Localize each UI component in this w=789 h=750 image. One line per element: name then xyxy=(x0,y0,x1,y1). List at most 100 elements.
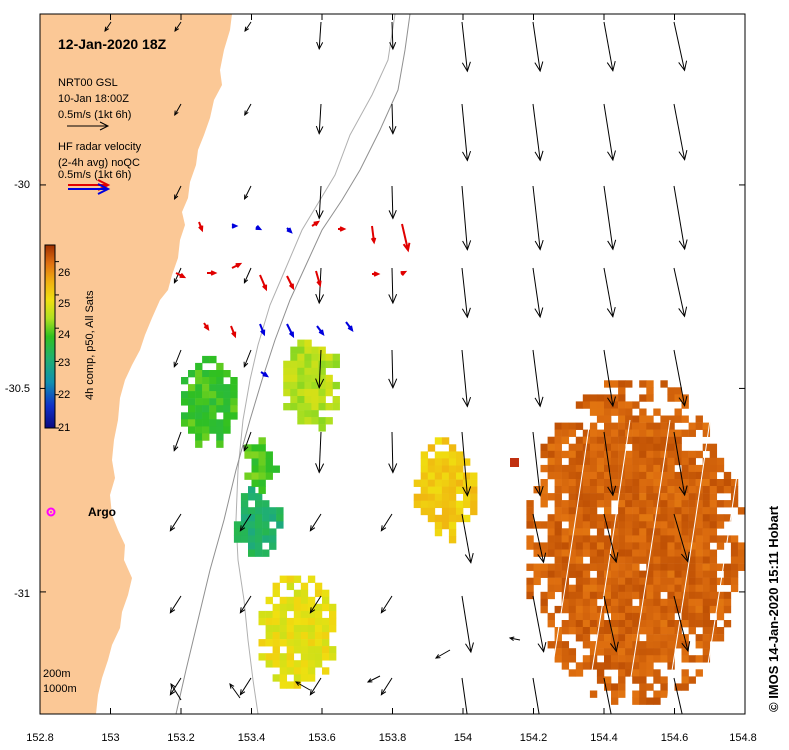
sst-cell xyxy=(269,535,277,543)
sst-cell xyxy=(311,381,319,390)
sst-cell xyxy=(202,412,210,420)
sst-cell xyxy=(688,563,696,571)
sst-cell xyxy=(618,486,626,494)
sst-cell xyxy=(646,493,654,501)
sst-cell xyxy=(604,641,612,649)
sst-cell xyxy=(311,396,319,404)
model-arrow xyxy=(603,185,617,251)
sst-cell xyxy=(223,384,231,392)
sst-cell xyxy=(272,674,280,682)
sst-cell xyxy=(702,591,711,600)
sst-cell xyxy=(251,465,259,473)
sst-cell xyxy=(688,620,696,628)
model-arrow xyxy=(532,677,540,714)
sst-cell xyxy=(632,690,640,698)
sst-cell xyxy=(262,535,270,543)
sst-cell xyxy=(604,556,612,564)
sst-cell xyxy=(618,507,626,515)
sst-cell xyxy=(300,646,309,654)
colorbar: 21 22 23 24 25 26 4h comp, p50, All Sats xyxy=(44,244,96,434)
sst-cell xyxy=(589,422,598,430)
sst-cell xyxy=(233,528,242,536)
sst-cell xyxy=(248,493,256,501)
sst-cell xyxy=(589,479,598,487)
sst-cell xyxy=(283,367,291,376)
sst-cell xyxy=(674,535,682,543)
sst-cell xyxy=(695,507,703,515)
sst-cell xyxy=(209,391,217,399)
sst-cell xyxy=(540,542,548,550)
sst-cell xyxy=(667,549,675,557)
sst-cell xyxy=(568,471,577,480)
sst-cell xyxy=(293,681,302,689)
sst-cell xyxy=(568,648,577,656)
sst-cell xyxy=(625,563,633,571)
sst-cell xyxy=(223,426,231,434)
sst-cell xyxy=(448,472,457,480)
sst-cell xyxy=(561,563,570,571)
sst-cell xyxy=(554,507,562,515)
sst-cell xyxy=(695,500,703,508)
sst-cell xyxy=(547,641,555,649)
sst-cell xyxy=(639,443,647,452)
sst-cell xyxy=(639,535,647,543)
sst-cell xyxy=(618,612,626,621)
sst-cell xyxy=(596,521,605,529)
sst-cell xyxy=(667,394,675,402)
sst-cell xyxy=(575,669,584,677)
sst-cell xyxy=(681,591,689,600)
model-arrow xyxy=(239,677,252,696)
sst-cell xyxy=(653,479,661,487)
sst-cell xyxy=(604,486,612,494)
sst-cell xyxy=(604,676,612,684)
model-arrow xyxy=(309,595,322,614)
sst-cell xyxy=(653,486,661,494)
sst-cell xyxy=(660,535,668,543)
sst-cell xyxy=(279,603,288,612)
sst-cell xyxy=(723,479,732,487)
sst-cell xyxy=(554,556,562,564)
sst-cell xyxy=(639,500,647,508)
model-arrow xyxy=(603,513,619,564)
sst-cell xyxy=(311,360,319,369)
model-current-arrows xyxy=(104,21,745,714)
sst-cell xyxy=(300,660,309,668)
sst-cell xyxy=(653,493,661,501)
sst-cell xyxy=(625,457,633,466)
sst-cell xyxy=(611,598,619,607)
sst-cell xyxy=(604,479,612,487)
sst-cell xyxy=(470,507,478,516)
sst-cell xyxy=(632,493,640,501)
x-tick-label: 154 xyxy=(454,732,472,744)
sst-cell xyxy=(568,514,577,522)
x-tick-label: 154.4 xyxy=(590,732,618,744)
sst-cell xyxy=(434,528,443,537)
sst-cell xyxy=(688,612,696,621)
sst-cell xyxy=(547,514,555,522)
sst-cell xyxy=(318,367,326,376)
sst-cell xyxy=(420,507,429,516)
sst-cell xyxy=(709,500,718,508)
sst-cell xyxy=(632,591,640,600)
sst-cell xyxy=(293,575,302,583)
sst-cell xyxy=(582,429,591,437)
sst-cell xyxy=(709,549,718,557)
sst-cell xyxy=(730,535,739,543)
sst-cell xyxy=(258,653,266,661)
sst-cell xyxy=(272,603,280,612)
sst-cell xyxy=(730,570,739,578)
sst-cell xyxy=(625,634,633,642)
sst-cell xyxy=(653,584,661,593)
sst-cell xyxy=(304,339,312,347)
model-arrow xyxy=(461,513,474,564)
sst-cell xyxy=(568,457,577,466)
sst-cell xyxy=(653,598,661,607)
sst-cell xyxy=(181,419,189,427)
sst-cell xyxy=(674,471,682,480)
sst-cell xyxy=(533,549,541,557)
sst-cell xyxy=(674,500,682,508)
sst-cell xyxy=(547,436,555,445)
y-axis-labels: -30 -30.5 -31 xyxy=(5,179,30,600)
sst-cell xyxy=(195,391,203,399)
sst-cell xyxy=(674,683,682,691)
